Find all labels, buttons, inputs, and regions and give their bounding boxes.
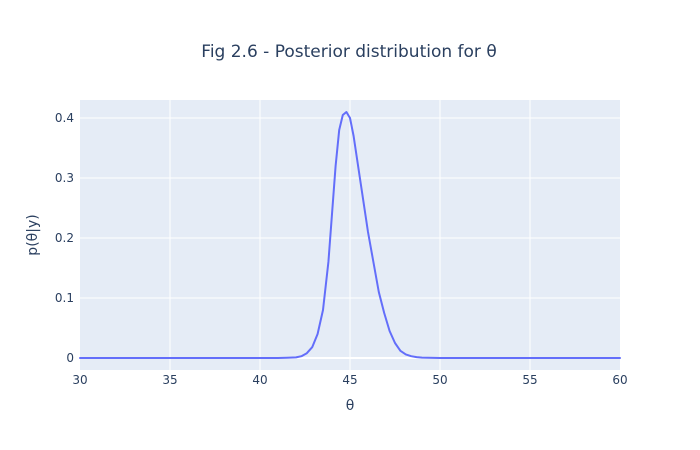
y-axis-label: p(θ|y) [25, 214, 41, 255]
y-tick-labels: 0 0.1 0.2 0.3 0.4 [55, 111, 74, 365]
y-tick-label: 0.3 [55, 171, 74, 185]
x-tick-label: 30 [72, 373, 87, 387]
x-tick-labels: 30 35 40 45 50 55 60 [72, 373, 627, 387]
series-group [79, 111, 621, 359]
y-tick-label: 0.4 [55, 111, 74, 125]
y-tick-label: 0.1 [55, 291, 74, 305]
y-tick-label: 0.2 [55, 231, 74, 245]
x-tick-label: 50 [432, 373, 447, 387]
x-tick-label: 55 [522, 373, 537, 387]
series-line-0 [79, 111, 621, 359]
x-tick-label: 40 [252, 373, 267, 387]
x-gridlines [169, 100, 531, 370]
x-tick-label: 60 [612, 373, 627, 387]
x-tick-label: 35 [162, 373, 177, 387]
x-tick-label: 45 [342, 373, 357, 387]
y-tick-label: 0 [66, 351, 74, 365]
chart-title: Fig 2.6 - Posterior distribution for θ [201, 42, 496, 62]
x-axis-label: θ [346, 398, 355, 414]
